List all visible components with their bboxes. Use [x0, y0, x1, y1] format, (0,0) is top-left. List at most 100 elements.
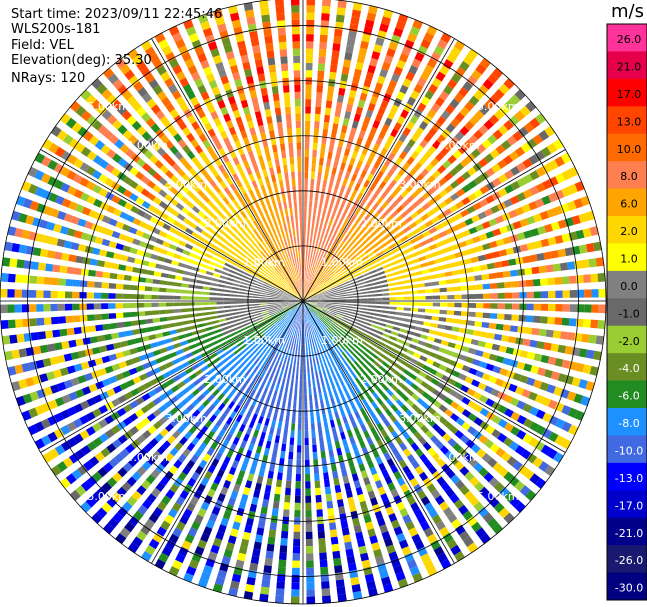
velocity-gate	[123, 284, 131, 290]
velocity-gate	[272, 93, 280, 102]
velocity-gate	[277, 354, 282, 362]
velocity-gate	[128, 367, 138, 376]
velocity-gate	[248, 281, 256, 285]
velocity-gate	[309, 303, 317, 306]
velocity-gate	[516, 232, 526, 241]
velocity-gate	[440, 302, 448, 307]
velocity-gate	[54, 444, 66, 456]
velocity-gate	[228, 587, 238, 597]
velocity-gate	[290, 266, 294, 274]
velocity-gate	[92, 184, 102, 194]
velocity-gate	[28, 289, 37, 298]
velocity-gate	[330, 333, 337, 340]
velocity-gate	[393, 276, 402, 281]
velocity-gate	[266, 411, 272, 420]
velocity-gate	[244, 225, 252, 234]
velocity-gate	[361, 269, 369, 274]
velocity-gate	[304, 214, 307, 222]
velocity-gate	[582, 364, 592, 375]
velocity-gate	[36, 317, 45, 326]
velocity-gate	[520, 142, 532, 153]
velocity-gate	[278, 202, 283, 211]
velocity-gate	[176, 268, 185, 275]
velocity-gate	[522, 433, 533, 444]
velocity-gate	[387, 229, 396, 237]
velocity-gate	[279, 49, 288, 57]
velocity-gate	[247, 266, 255, 272]
velocity-gate	[440, 340, 449, 347]
velocity-gate	[80, 232, 90, 241]
velocity-gate	[288, 334, 292, 342]
velocity-gate	[491, 163, 502, 173]
velocity-gate	[468, 134, 478, 145]
velocity-gate	[281, 150, 287, 159]
velocity-gate	[202, 205, 211, 213]
velocity-gate	[160, 272, 169, 278]
velocity-gate	[197, 483, 206, 493]
velocity-gate	[443, 507, 454, 518]
velocity-gate	[314, 260, 318, 268]
velocity-gate	[267, 57, 276, 66]
velocity-gate	[520, 449, 532, 460]
velocity-gate	[158, 177, 168, 186]
velocity-gate	[393, 253, 402, 259]
velocity-gate	[179, 77, 189, 88]
velocity-gate	[339, 232, 346, 240]
velocity-gate	[301, 286, 303, 294]
velocity-gate	[318, 393, 323, 401]
velocity-gate	[485, 363, 495, 372]
velocity-gate	[218, 279, 227, 284]
velocity-gate	[316, 509, 323, 517]
velocity-gate	[50, 290, 58, 299]
velocity-gate	[423, 527, 434, 538]
velocity-gate	[359, 240, 367, 248]
velocity-gate	[330, 196, 336, 205]
velocity-gate	[103, 261, 112, 269]
velocity-gate	[466, 205, 476, 214]
velocity-gate	[281, 295, 289, 298]
velocity-gate	[207, 488, 216, 498]
velocity-gate	[179, 102, 189, 112]
velocity-gate	[327, 86, 335, 94]
velocity-gate	[329, 529, 338, 538]
velocity-gate	[173, 295, 181, 300]
velocity-gate	[326, 249, 332, 257]
velocity-gate	[328, 260, 335, 267]
velocity-gate	[370, 96, 379, 105]
velocity-gate	[377, 326, 385, 332]
velocity-gate	[53, 179, 64, 190]
velocity-gate	[339, 274, 347, 279]
velocity-gate	[230, 239, 238, 246]
velocity-gate	[96, 507, 108, 519]
velocity-gate	[204, 343, 213, 349]
velocity-gate	[303, 228, 306, 237]
velocity-gate	[191, 266, 200, 272]
velocity-gate	[347, 134, 355, 143]
velocity-gate	[166, 316, 175, 321]
velocity-gate	[482, 312, 491, 319]
velocity-gate	[98, 249, 108, 257]
velocity-gate	[272, 343, 278, 351]
velocity-gate	[15, 274, 23, 283]
velocity-gate	[180, 340, 188, 347]
velocity-gate	[295, 214, 298, 222]
velocity-gate	[308, 207, 312, 215]
velocity-gate	[42, 358, 52, 367]
velocity-gate	[270, 174, 277, 183]
velocity-gate	[276, 195, 281, 204]
velocity-gate	[358, 281, 366, 286]
velocity-gate	[488, 218, 498, 227]
velocity-gate	[45, 330, 54, 339]
velocity-gate	[158, 302, 166, 307]
velocity-gate	[156, 445, 166, 455]
velocity-gate	[289, 437, 295, 445]
velocity-gate	[106, 443, 117, 454]
velocity-gate	[342, 209, 348, 217]
velocity-gate	[203, 239, 212, 246]
velocity-gate	[218, 429, 226, 438]
velocity-gate	[337, 326, 344, 333]
velocity-gate	[411, 338, 420, 344]
velocity-gate	[189, 278, 197, 283]
velocity-gate	[362, 325, 370, 330]
velocity-gate	[309, 296, 317, 299]
